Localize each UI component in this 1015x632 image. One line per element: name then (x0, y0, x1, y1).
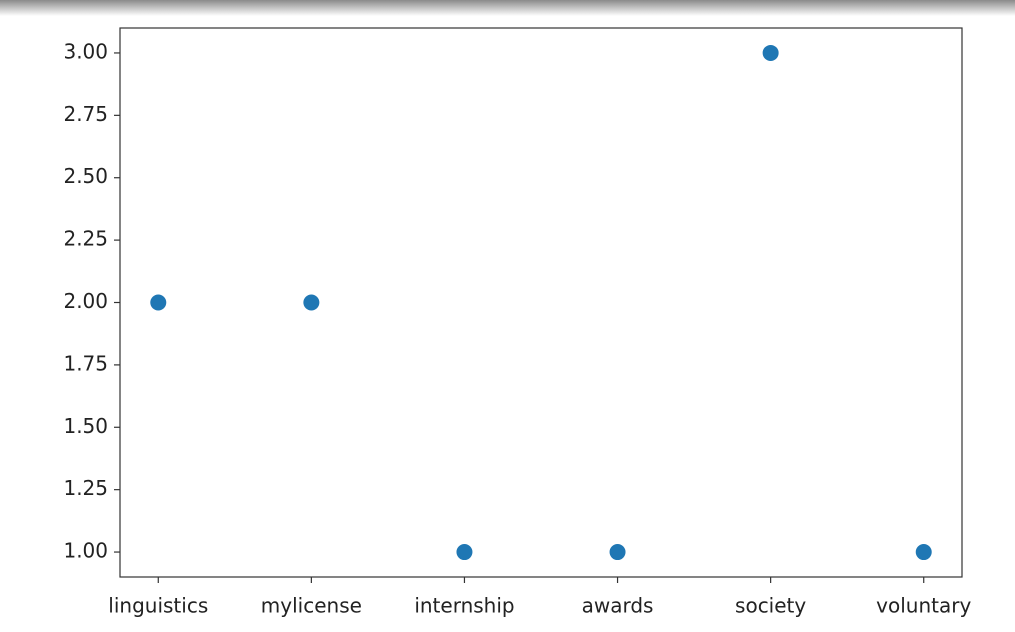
plot-frame (119, 27, 963, 578)
y-tick-label: 2.00 (63, 289, 108, 313)
y-tick-label: 1.75 (63, 351, 108, 375)
point (609, 544, 626, 561)
x-tick-label: linguistics (108, 594, 208, 618)
y-tick-label: 3.00 (63, 39, 108, 63)
x-tick-label: voluntary (876, 594, 971, 618)
point (150, 294, 167, 311)
point (915, 544, 932, 561)
x-tick-label: awards (582, 594, 654, 618)
x-tick-label: society (735, 594, 806, 618)
window-edge (0, 0, 1015, 16)
point (762, 44, 779, 61)
point (303, 294, 320, 311)
y-tick-label: 2.25 (63, 227, 108, 251)
x-tick-label: mylicense (261, 594, 362, 618)
y-tick-label: 2.75 (63, 102, 108, 126)
x-tick-label: internship (414, 594, 514, 618)
y-tick-label: 1.25 (63, 476, 108, 500)
y-tick-label: 1.50 (63, 414, 108, 438)
point (456, 544, 473, 561)
y-tick-label: 1.00 (63, 539, 108, 563)
y-tick-label: 2.50 (63, 164, 108, 188)
